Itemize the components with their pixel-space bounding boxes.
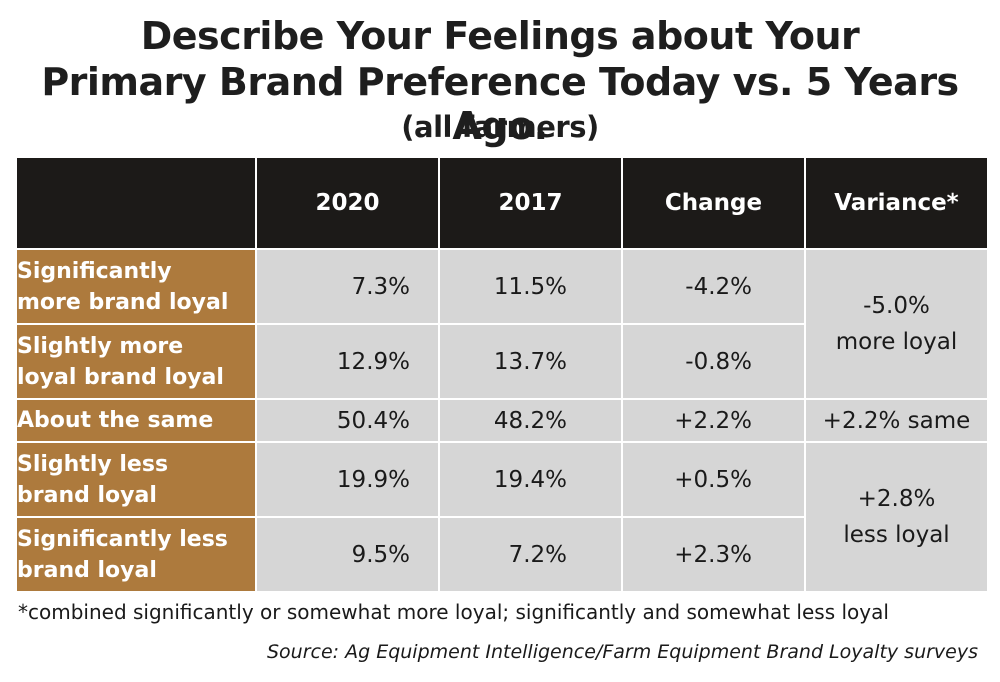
value-change: -4.2% [621,248,806,325]
chart-subtitle: (all farmers) [401,110,599,144]
data-table: 2020 2017 Change Variance* Significantly… [15,156,989,593]
variance-cell: +2.2% same [804,398,989,443]
row-label: Slightly less brand loyal [15,441,257,518]
variance-cell: +2.8% less loyal [804,441,989,593]
row-label-line-2: brand loyal [17,557,157,583]
row-label-line-1: Significantly [17,258,172,284]
header-variance: Variance* [804,156,989,250]
header-row: 2020 2017 Change Variance* [15,156,989,250]
value-change: +2.2% [621,398,806,443]
variance-cell: -5.0% more loyal [804,248,989,400]
header-corner [15,156,257,250]
value-2020: 9.5% [255,516,440,593]
row-label: Significantly more brand loyal [15,248,257,325]
row-label-line-2: loyal brand loyal [17,364,224,390]
value-change: +2.3% [621,516,806,593]
value-change: +0.5% [621,441,806,518]
value-2017: 11.5% [438,248,623,325]
row-label: Slightly more loyal brand loyal [15,323,257,400]
row-label-line-1: Slightly less [17,451,169,477]
table-row: Slightly less brand loyal 19.9% 19.4% +0… [15,441,989,593]
value-2020: 7.3% [255,248,440,325]
value-change: -0.8% [621,323,806,400]
value-2017: 19.4% [438,441,623,518]
value-2017: 13.7% [438,323,623,400]
chart-title-line-2: Primary Brand Preference Today vs. 5 Yea… [41,60,959,148]
row-label-line-2: brand loyal [17,482,157,508]
table-row: Significantly more brand loyal 7.3% 11.5… [15,248,989,400]
value-2020: 19.9% [255,441,440,518]
header-change: Change [621,156,806,250]
value-2020: 50.4% [255,398,440,443]
row-label-line-1: Slightly more [17,333,184,359]
table-row: Significantly less brand loyal 9.5% 7.2%… [15,516,988,593]
header-2020: 2020 [255,156,440,250]
variance-note: less loyal [843,522,950,548]
source-note: Source: Ag Equipment Intelligence/Farm E… [266,641,978,663]
variance-value: +2.8% [857,486,936,512]
variance-note: more loyal [835,329,958,355]
row-label-line-2: more brand loyal [17,289,229,315]
row-label-line-1: Significantly less [17,526,228,552]
table-row: Slightly more loyal brand loyal 12.9% 13… [15,323,988,400]
value-2020: 12.9% [255,323,440,400]
row-label-line-1: About the same [17,408,214,433]
table-row: About the same 50.4% 48.2% +2.2% +2.2% s… [15,398,989,443]
row-label: About the same [15,398,257,443]
chart-title-line-1: Describe Your Feelings about Your [140,14,860,58]
footnote: *combined significantly or somewhat more… [18,600,889,624]
value-2017: 48.2% [438,398,623,443]
header-2017: 2017 [438,156,623,250]
value-2017: 7.2% [438,516,623,593]
variance-value: -5.0% [863,293,930,319]
variance-value: +2.2% same [822,407,971,434]
row-label: Significantly less brand loyal [15,516,257,593]
